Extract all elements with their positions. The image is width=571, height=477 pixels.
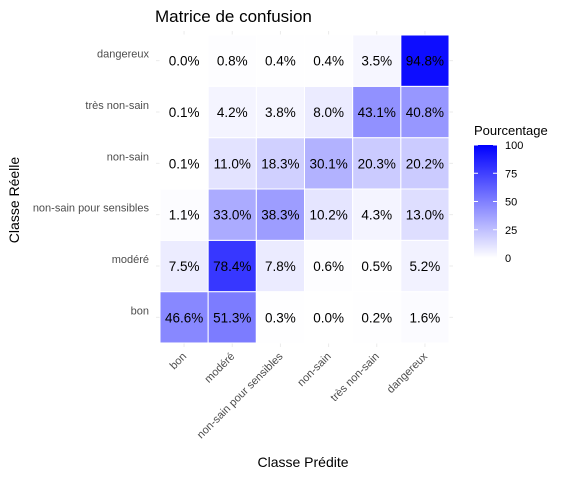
cell-value-label: 0.5% <box>361 259 392 274</box>
cell-value-label: 0.0% <box>169 54 200 69</box>
heatmap-cell-non-sain-pour-sensibles-non-sain <box>304 188 354 241</box>
cell-value-label: 8.0% <box>313 105 344 120</box>
cell-value-label: 20.2% <box>406 156 444 171</box>
legend-tick-label: 25 <box>505 225 517 237</box>
x-tick-label-non-sain-pour-sensibles: non-sain pour sensibles <box>195 350 286 441</box>
cell-value-label: 0.6% <box>313 259 344 274</box>
color-legend: Pourcentage 0 25 50 75 100 <box>474 123 548 265</box>
cell-value-label: 0.4% <box>265 54 296 69</box>
cell-value-label: 13.0% <box>406 208 444 223</box>
heatmap-cell-non-sain-pour-sensibles-tres-non-sain <box>352 188 402 241</box>
cell-value-label: 30.1% <box>309 156 347 171</box>
cell-value-label: 0.4% <box>313 54 344 69</box>
cell-value-label: 94.8% <box>406 54 444 69</box>
cell-value-labels: 46.6% 51.3% 0.3% 0.0% 0.2% 1.6% 7.5% 78.4% 7.8% 0… <box>165 54 444 326</box>
heatmap-cell-tres-non-sain-modere <box>207 85 257 139</box>
y-tick-label-dangereux: dangereux <box>97 49 149 61</box>
heatmap-cell-non-sain-pour-sensibles-modere <box>207 188 257 241</box>
heatmap-cell-tres-non-sain-tres-non-sain <box>352 85 402 139</box>
chart-title: Matrice de confusion <box>155 7 312 26</box>
legend-ticks: 0 25 50 75 100 <box>474 140 523 265</box>
x-tick-label-non-sain: non-sain <box>295 351 333 389</box>
heatmap-cell-tres-non-sain-non-sain-pour-sensibles <box>255 85 306 139</box>
y-tick-label-tres-non-sain: très non-sain <box>85 100 149 112</box>
heatmap-cell-dangereux-bon <box>159 34 209 87</box>
cell-value-label: 20.3% <box>358 156 396 171</box>
cell-value-label: 51.3% <box>213 310 251 325</box>
cell-value-label: 78.4% <box>213 259 251 274</box>
heatmap-cell-modere-dangereux <box>400 239 450 293</box>
legend-colorbar <box>474 145 497 258</box>
heatmap-cell-non-sain-dangereux <box>400 137 450 190</box>
heatmap-cell-bon-dangereux <box>400 291 450 344</box>
legend-tick-label: 75 <box>505 168 517 180</box>
cell-value-label: 0.1% <box>169 156 200 171</box>
cell-value-label: 4.2% <box>217 105 248 120</box>
cell-value-label: 7.5% <box>169 259 200 274</box>
legend-tick-label: 100 <box>505 140 523 152</box>
y-tick-label-bon: bon <box>131 305 149 317</box>
cell-value-label: 11.0% <box>214 156 251 171</box>
x-tick-label-tres-non-sain: très non-sain <box>328 351 381 404</box>
cell-value-label: 1.1% <box>169 208 200 223</box>
x-tick-label-dangereux: dangereux <box>385 350 431 396</box>
cell-value-label: 0.2% <box>361 310 392 325</box>
heatmap-cell-dangereux-dangereux <box>400 34 450 87</box>
x-tick-label-modere: modéré <box>203 351 238 386</box>
cell-value-label: 1.6% <box>410 310 441 325</box>
cell-value-label: 3.8% <box>265 105 296 120</box>
cell-value-label: 0.8% <box>217 54 248 69</box>
heatmap-cell-bon-bon <box>159 291 209 344</box>
heatmap-cell-non-sain-non-sain-pour-sensibles <box>255 137 306 190</box>
heatmap-cell-non-sain-pour-sensibles-bon <box>159 188 209 241</box>
heatmap-cell-tres-non-sain-dangereux <box>400 85 450 139</box>
cell-value-label: 0.0% <box>313 310 344 325</box>
cell-value-label: 7.8% <box>265 259 296 274</box>
cell-value-label: 33.0% <box>213 208 251 223</box>
heatmap-cell-dangereux-tres-non-sain <box>352 34 402 87</box>
heatmap-cell-bon-tres-non-sain <box>352 291 402 344</box>
y-tick-label-modere: modéré <box>112 254 149 266</box>
cell-value-label: 46.6% <box>165 310 203 325</box>
heatmap-cells <box>159 34 450 344</box>
heatmap-cell-modere-non-sain <box>304 239 354 293</box>
heatmap-cell-non-sain-pour-sensibles-non-sain-pour-sensibles <box>255 188 306 241</box>
heatmap-cell-dangereux-modere <box>207 34 257 87</box>
y-tick-label-non-sain: non-sain <box>107 151 149 163</box>
y-axis-tick-labels: bon modéré non-sain pour sensibles non-sain… <box>33 49 150 318</box>
legend-tick-label: 0 <box>505 253 511 265</box>
cell-value-label: 4.3% <box>361 208 392 223</box>
cell-value-label: 18.3% <box>261 156 299 171</box>
cell-value-label: 43.1% <box>358 105 396 120</box>
heatmap-cell-non-sain-non-sain <box>304 137 354 190</box>
heatmap-cell-modere-bon <box>159 239 209 293</box>
cell-value-label: 0.3% <box>265 310 296 325</box>
cell-value-label: 40.8% <box>406 105 444 120</box>
legend-tick-label: 50 <box>505 197 517 209</box>
y-axis-title: Classe Réelle <box>6 157 22 244</box>
cell-value-label: 0.1% <box>169 105 200 120</box>
x-tick-label-bon: bon <box>168 351 189 372</box>
heatmap-cell-dangereux-non-sain-pour-sensibles <box>255 34 306 87</box>
heatmap-cell-non-sain-pour-sensibles-dangereux <box>400 188 450 241</box>
x-axis-title: Classe Prédite <box>257 454 348 470</box>
legend-title: Pourcentage <box>474 123 548 138</box>
cell-value-label: 3.5% <box>361 54 392 69</box>
cell-value-label: 38.3% <box>261 208 299 223</box>
cell-value-label: 10.2% <box>309 208 347 223</box>
cell-value-label: 5.2% <box>410 259 441 274</box>
y-tick-label-non-sain-pour-sensibles: non-sain pour sensibles <box>33 203 150 215</box>
heatmap-cell-modere-tres-non-sain <box>352 239 402 293</box>
